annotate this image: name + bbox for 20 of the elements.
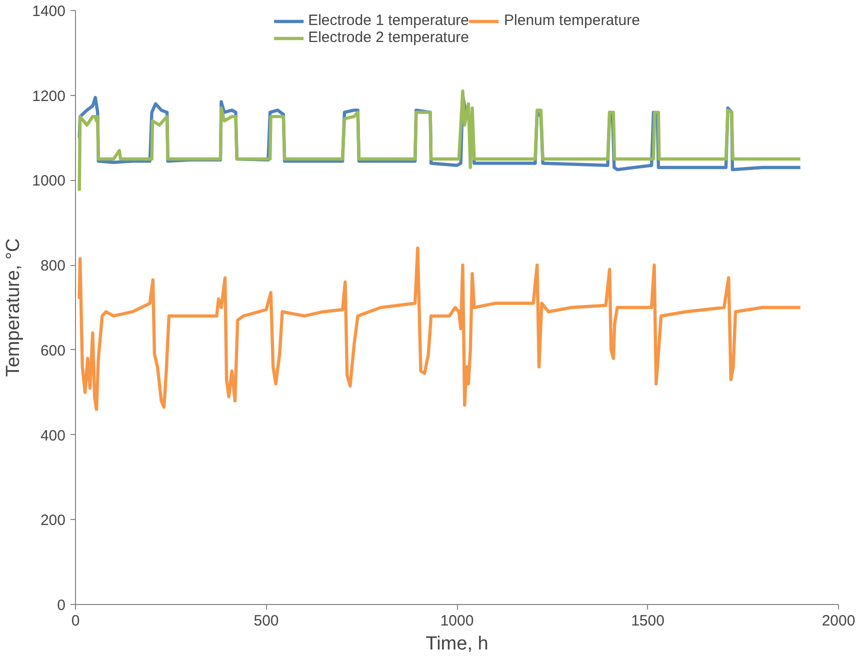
y-tick-label: 800 [40,258,66,275]
x-axis-title: Time, h [426,634,488,654]
y-tick-label: 1200 [32,88,66,105]
line-series [78,90,802,192]
y-tick-label: 400 [40,427,66,444]
y-axis-title: Temperature, °C [3,238,24,377]
x-tick-label: 2000 [822,612,856,630]
legend-label: Electrode 1 temperature [308,12,470,29]
y-tick-label: 1400 [32,3,66,20]
x-tick-label: 0 [71,612,80,630]
y-tick-label: 0 [57,597,66,614]
line-series [78,246,802,411]
legend-label: Electrode 2 temperature [308,29,470,46]
x-tick-label: 1500 [631,612,664,630]
x-tick-label: 1000 [440,612,474,630]
legend-label: Plenum temperature [504,12,640,29]
y-tick-label: 200 [40,512,66,530]
x-tick-label: 500 [254,612,279,630]
y-tick-label: 600 [40,342,66,360]
y-tick-label: 1000 [32,172,66,190]
